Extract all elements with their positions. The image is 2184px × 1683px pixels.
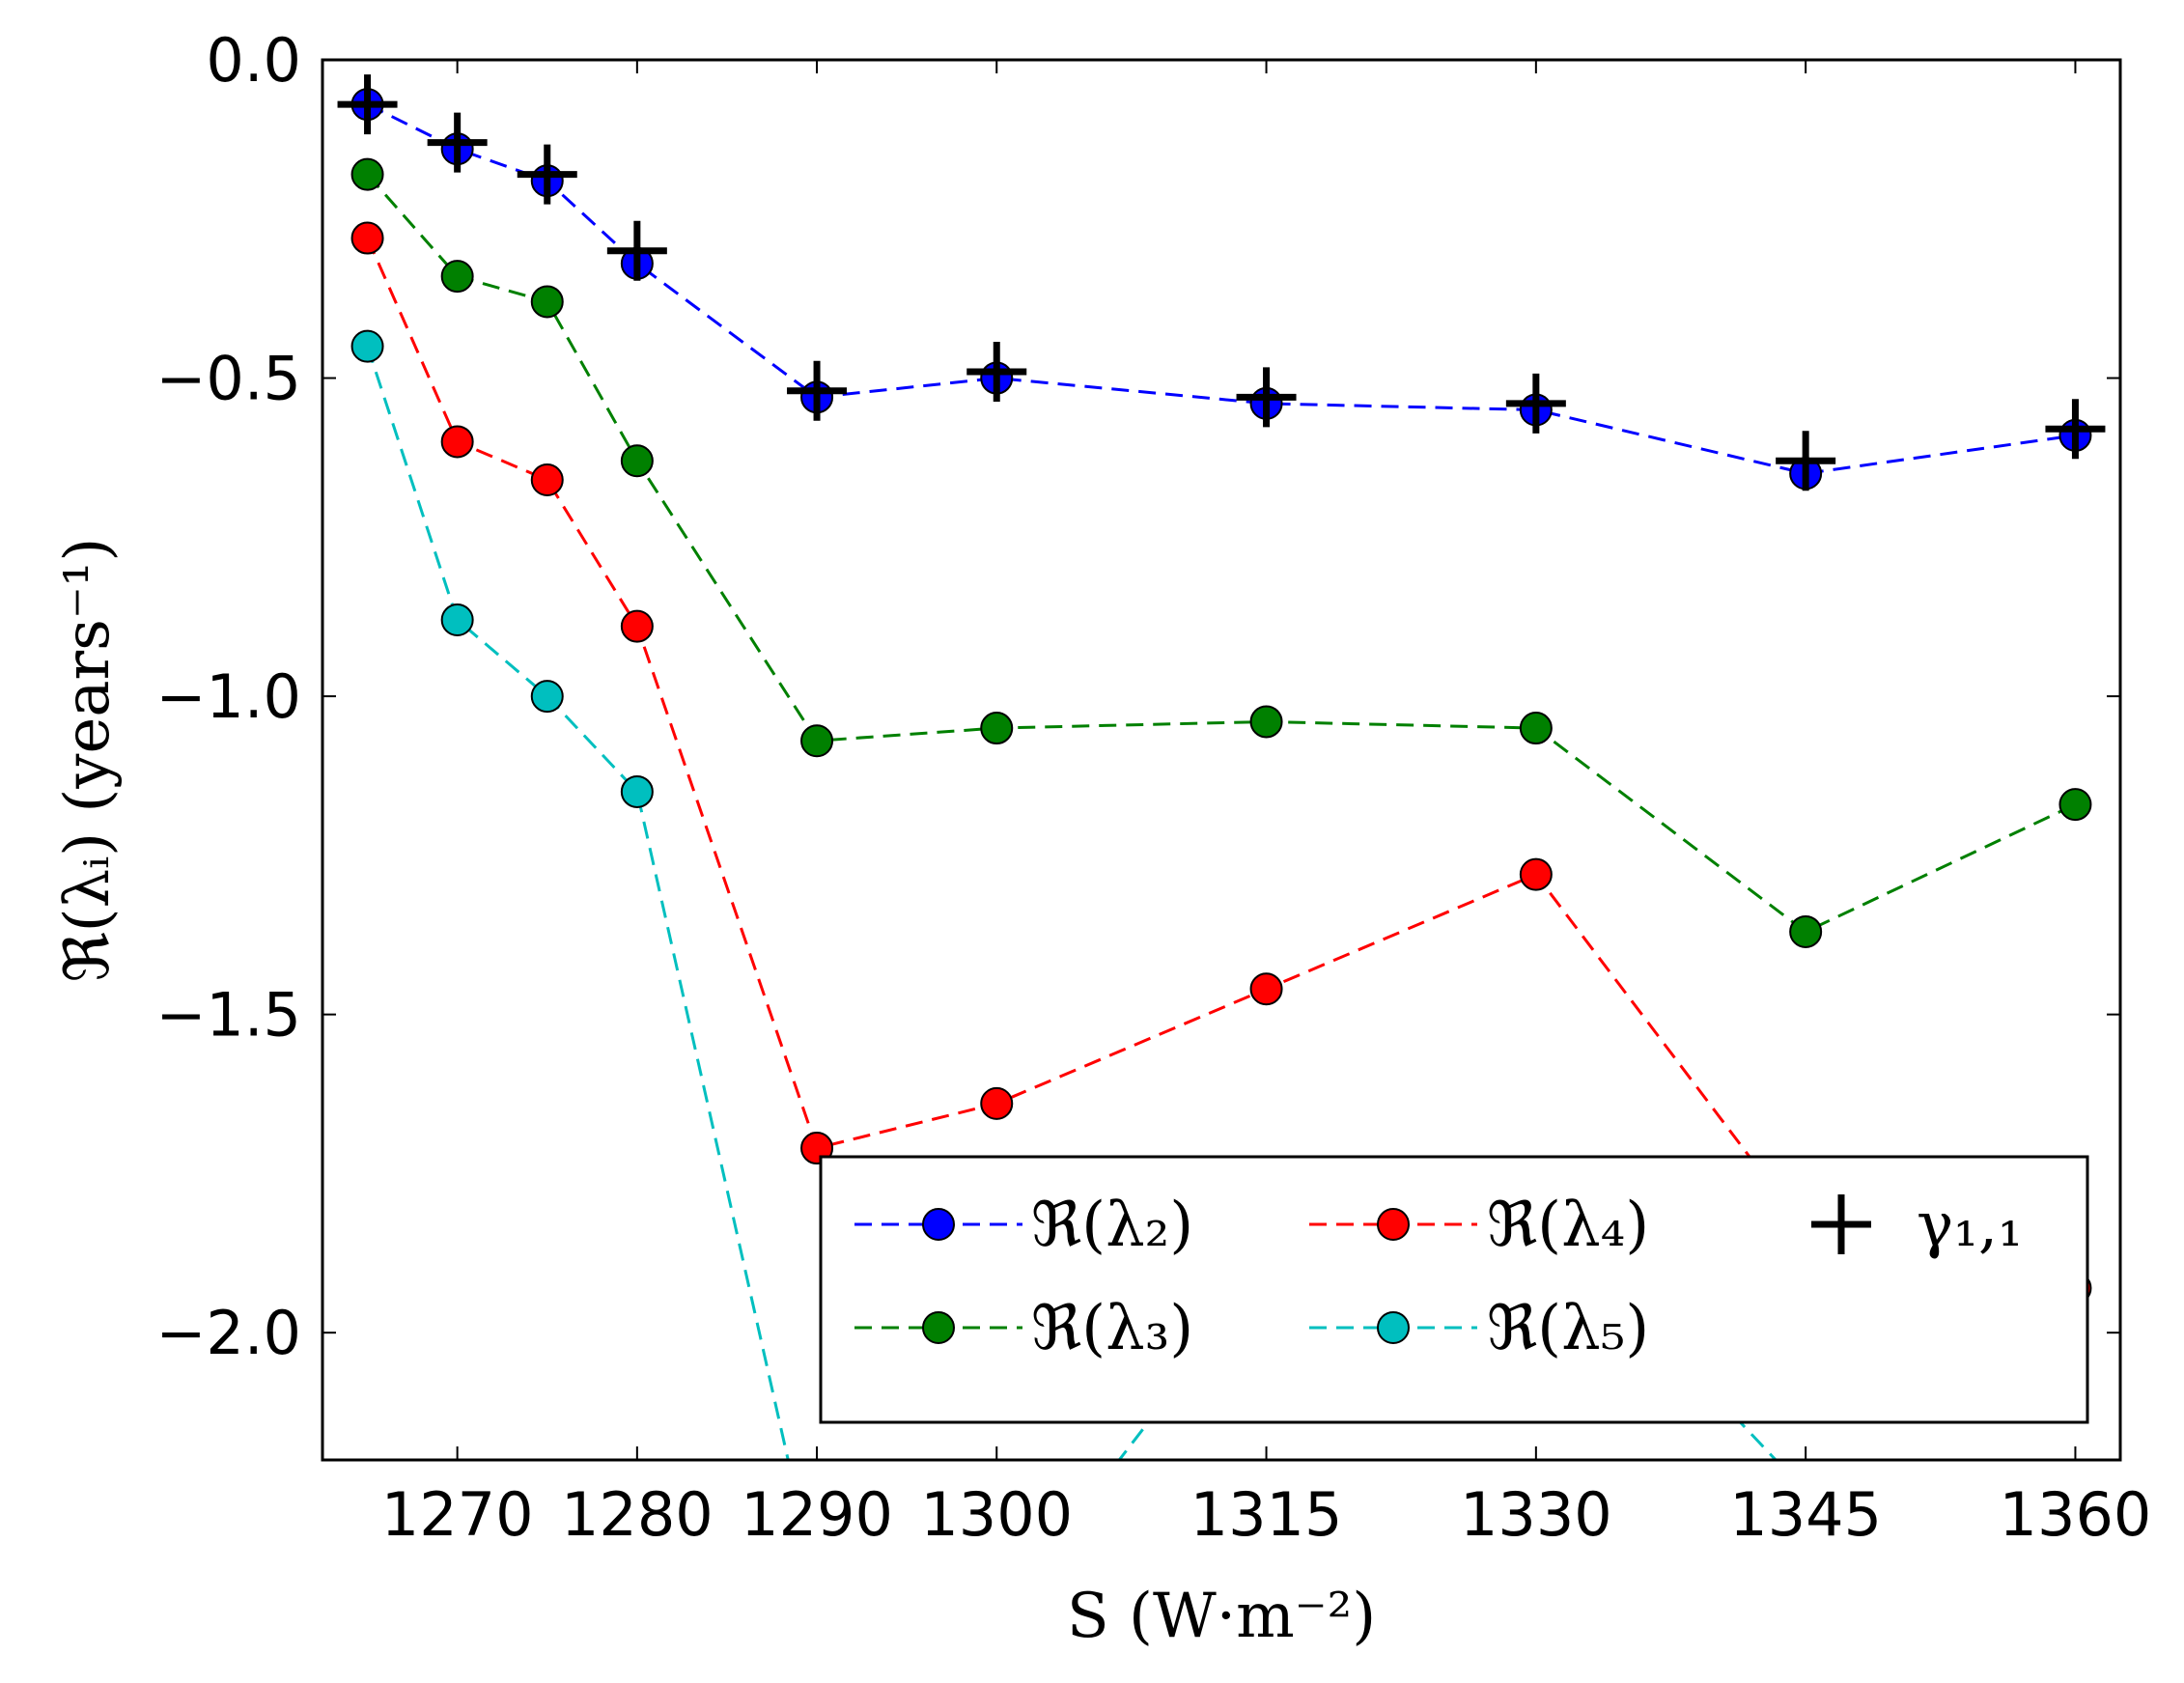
legend-label-gamma: γ₁,₁ xyxy=(1917,1190,2023,1261)
x-axis-label: S (W·m⁻²) xyxy=(1067,1581,1376,1652)
legend-entry-lambda3: ℜ(λ₃) xyxy=(854,1293,1193,1364)
y-tick-label: −1.0 xyxy=(155,661,301,732)
series-1-point xyxy=(1789,914,1823,948)
legend: ℜ(λ₂) ℜ(λ₄) γ₁,₁ ℜ(λ₃) ℜ(λ₅) xyxy=(819,1155,2089,1424)
series-2-point xyxy=(440,425,474,459)
series-3-point xyxy=(350,329,384,363)
legend-box xyxy=(819,1155,2089,1424)
y-axis-label: ℜ(λᵢ) (years⁻¹) xyxy=(52,538,124,983)
plot-frame xyxy=(321,58,2122,1462)
series-2-point xyxy=(1249,972,1283,1006)
series-1-point xyxy=(2058,788,2092,822)
series-2-point xyxy=(1519,857,1553,891)
series-1-point xyxy=(620,444,654,478)
series-line-1 xyxy=(366,173,2077,934)
series-3-point xyxy=(440,603,474,636)
series-3-point xyxy=(530,680,564,714)
series-2-point xyxy=(980,1086,1014,1120)
series-3-point xyxy=(620,774,654,808)
legend-label-lambda3: ℜ(λ₃) xyxy=(1031,1293,1193,1364)
series-2-point xyxy=(350,221,384,255)
series-1-point xyxy=(800,724,834,758)
legend-entry-lambda5: ℜ(λ₅) xyxy=(1309,1293,1649,1364)
x-tick-label: 1345 xyxy=(1729,1479,1882,1550)
ticks-layer: 1270 1280 1290 1300 1315 1330 1345 1360 0.0 −0.5 −… xyxy=(155,25,2151,1550)
data-layer xyxy=(337,74,2106,1460)
y-tick-label: −0.5 xyxy=(155,344,301,414)
series-1-point xyxy=(440,260,474,294)
x-tick-label: 1330 xyxy=(1460,1479,1612,1550)
series-line-0 xyxy=(366,102,2076,475)
legend-marker-lambda5 xyxy=(1377,1311,1410,1344)
legend-label-lambda4: ℜ(λ₄) xyxy=(1487,1190,1649,1261)
series-1-point xyxy=(1249,705,1283,739)
y-tick-label: −1.5 xyxy=(155,980,301,1051)
legend-marker-lambda2 xyxy=(922,1208,955,1241)
series-2-point xyxy=(620,609,654,643)
legend-entry-lambda2: ℜ(λ₂) xyxy=(854,1190,1193,1261)
series-line-2 xyxy=(366,237,2076,1290)
y-tick-label: −2.0 xyxy=(155,1298,301,1368)
legend-entry-gamma: γ₁,₁ xyxy=(1811,1190,2023,1261)
series-2-point xyxy=(530,463,564,496)
legend-label-lambda2: ℜ(λ₂) xyxy=(1031,1190,1193,1261)
legend-entry-lambda4: ℜ(λ₄) xyxy=(1309,1190,1649,1261)
legend-marker-lambda3 xyxy=(922,1311,955,1344)
x-tick-label: 1270 xyxy=(381,1479,534,1550)
x-tick-label: 1280 xyxy=(561,1479,714,1550)
y-tick-label: 0.0 xyxy=(206,25,301,96)
x-tick-label: 1315 xyxy=(1190,1479,1343,1550)
legend-marker-lambda4 xyxy=(1377,1208,1410,1241)
series-1-point xyxy=(350,157,384,191)
series-1-point xyxy=(980,712,1014,745)
series-1-point xyxy=(1519,712,1553,745)
x-tick-label: 1300 xyxy=(920,1479,1073,1550)
series-1-point xyxy=(530,285,564,319)
legend-label-lambda5: ℜ(λ₅) xyxy=(1487,1293,1649,1364)
x-tick-label: 1360 xyxy=(2000,1479,2152,1550)
x-tick-label: 1290 xyxy=(741,1479,893,1550)
